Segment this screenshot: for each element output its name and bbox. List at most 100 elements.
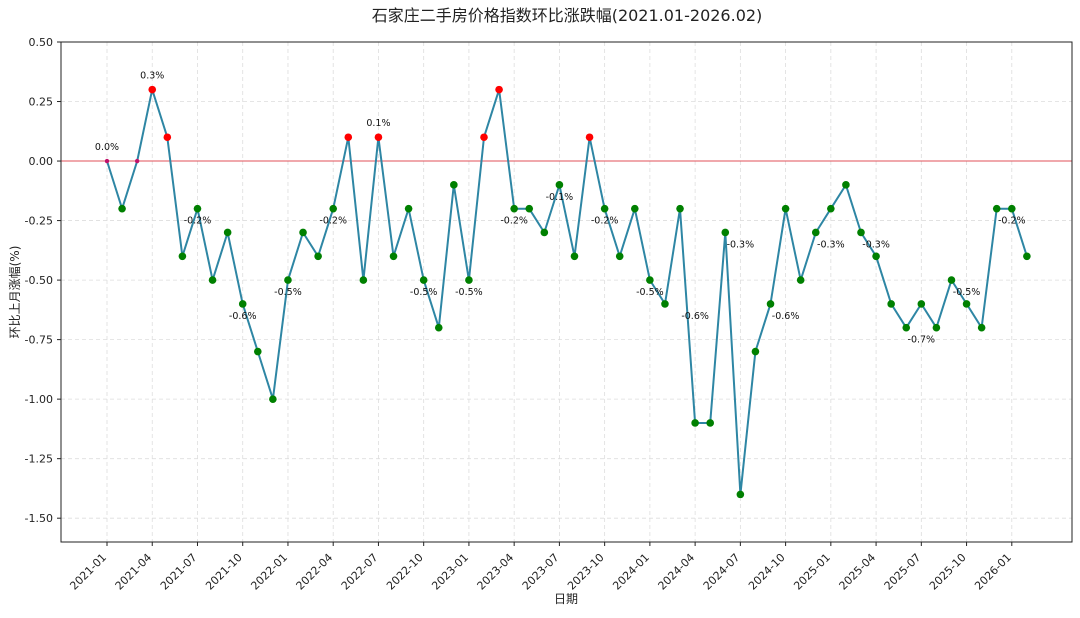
data-point-down (419, 276, 428, 284)
data-point-down (615, 252, 624, 261)
data-point-down (1008, 204, 1016, 213)
data-point-down (359, 276, 368, 284)
data-point-down (827, 204, 835, 213)
data-label: -0.2% (998, 216, 1026, 227)
data-label: -0.2% (319, 216, 347, 227)
data-label: -0.2% (184, 216, 212, 227)
data-point-down (570, 252, 579, 261)
data-point-down (872, 252, 880, 261)
data-point-down (600, 204, 609, 213)
series-polyline (106, 88, 1028, 496)
data-point-down (992, 204, 1001, 213)
data-point-down (781, 204, 790, 213)
data-label: -0.3% (727, 239, 755, 250)
y-tick-label: 0.50 (29, 36, 54, 49)
data-point-down (389, 252, 398, 261)
data-point-down (887, 300, 895, 308)
data-point-down (661, 300, 669, 308)
y-tick-label: -1.00 (25, 393, 53, 406)
x-tick-label: 2022-04 (294, 551, 336, 593)
x-tick-label: 2024-10 (746, 551, 788, 593)
x-tick-label: 2026-01 (972, 551, 1014, 593)
data-point-up (163, 133, 172, 142)
data-point-down (525, 204, 534, 213)
data-point-down (284, 276, 292, 284)
x-tick-label: 2021-10 (203, 551, 245, 593)
data-point-down (314, 252, 322, 261)
data-point-down (238, 300, 247, 308)
data-point-down (977, 323, 986, 332)
data-point-flat (104, 158, 110, 164)
y-tick-label: 0.00 (29, 155, 54, 168)
data-label: -0.6% (772, 311, 800, 322)
chart-title: 石家庄二手房价格指数环比涨跌幅(2021.01-2026.02) (372, 6, 763, 25)
plot-frame (60, 41, 1073, 543)
y-tick-label: -0.75 (25, 334, 53, 347)
data-point-up (585, 133, 594, 142)
data-point-down (751, 347, 760, 356)
x-tick-label: 2025-10 (927, 551, 969, 593)
x-tick-label: 2022-10 (384, 551, 426, 593)
data-label: -0.2% (591, 216, 619, 227)
x-tick-label: 2024-07 (701, 551, 743, 593)
data-point-down (269, 395, 277, 403)
x-tick-label: 2022-07 (339, 551, 381, 593)
data-label: -0.5% (455, 287, 483, 298)
data-point-down (706, 419, 714, 427)
data-point-down (299, 228, 307, 237)
series-line (106, 88, 1028, 496)
data-label: -0.3% (817, 239, 845, 250)
x-tick-label: 2025-04 (837, 551, 879, 593)
data-point-down (932, 323, 941, 332)
data-point-down (434, 323, 443, 332)
data-label: -0.5% (410, 287, 438, 298)
data-point-down (1023, 252, 1031, 261)
y-axis-title: 环比上月涨幅(%) (7, 246, 22, 339)
x-tick-label: 2023-10 (565, 551, 607, 593)
y-tick-label: -1.25 (25, 453, 53, 466)
data-point-down (631, 204, 639, 213)
data-point-down (676, 204, 684, 213)
x-tick-label: 2025-07 (882, 551, 924, 593)
y-tick-label: -0.25 (25, 215, 53, 228)
data-label: -0.6% (229, 311, 257, 322)
data-point-flat (134, 158, 140, 164)
x-tick-label: 2023-07 (520, 551, 562, 593)
data-label: 0.1% (366, 118, 390, 129)
data-point-down (646, 276, 654, 284)
data-point-down (796, 276, 805, 284)
data-point-down (465, 276, 473, 284)
data-point-down (766, 300, 775, 308)
data-points (104, 85, 1031, 499)
data-point-down (450, 181, 458, 189)
data-label: -0.3% (862, 239, 890, 250)
data-point-down (947, 276, 956, 284)
data-point-down (902, 323, 911, 332)
x-tick-label: 2023-01 (429, 551, 471, 593)
x-tick-label: 2021-01 (67, 551, 109, 593)
data-point-down (118, 204, 126, 213)
data-label: 0.3% (140, 71, 164, 82)
data-labels: 0.0% 0.3% -0.2% -0.6% -0.5% -0.2% 0.1% -0.5% -0.… (95, 71, 1026, 346)
data-point-down (691, 419, 699, 427)
data-point-up (374, 133, 383, 142)
data-point-down (540, 228, 549, 237)
data-point-down (962, 300, 971, 308)
data-label: -0.5% (274, 287, 302, 298)
data-point-down (721, 228, 730, 237)
x-tick-label: 2022-01 (248, 551, 290, 593)
data-point-down (208, 276, 217, 284)
data-point-down (404, 204, 413, 213)
data-label: -0.2% (500, 216, 528, 227)
x-tick-label: 2021-07 (158, 551, 200, 593)
data-point-down (510, 204, 518, 213)
data-point-up (495, 85, 503, 94)
y-tick-label: -0.50 (25, 274, 53, 287)
data-point-down (193, 204, 202, 213)
x-tick-label: 2024-01 (610, 551, 652, 593)
grid (61, 41, 1072, 542)
data-point-down (736, 490, 745, 499)
x-tick-label: 2024-04 (656, 551, 698, 593)
data-point-down (178, 252, 187, 261)
